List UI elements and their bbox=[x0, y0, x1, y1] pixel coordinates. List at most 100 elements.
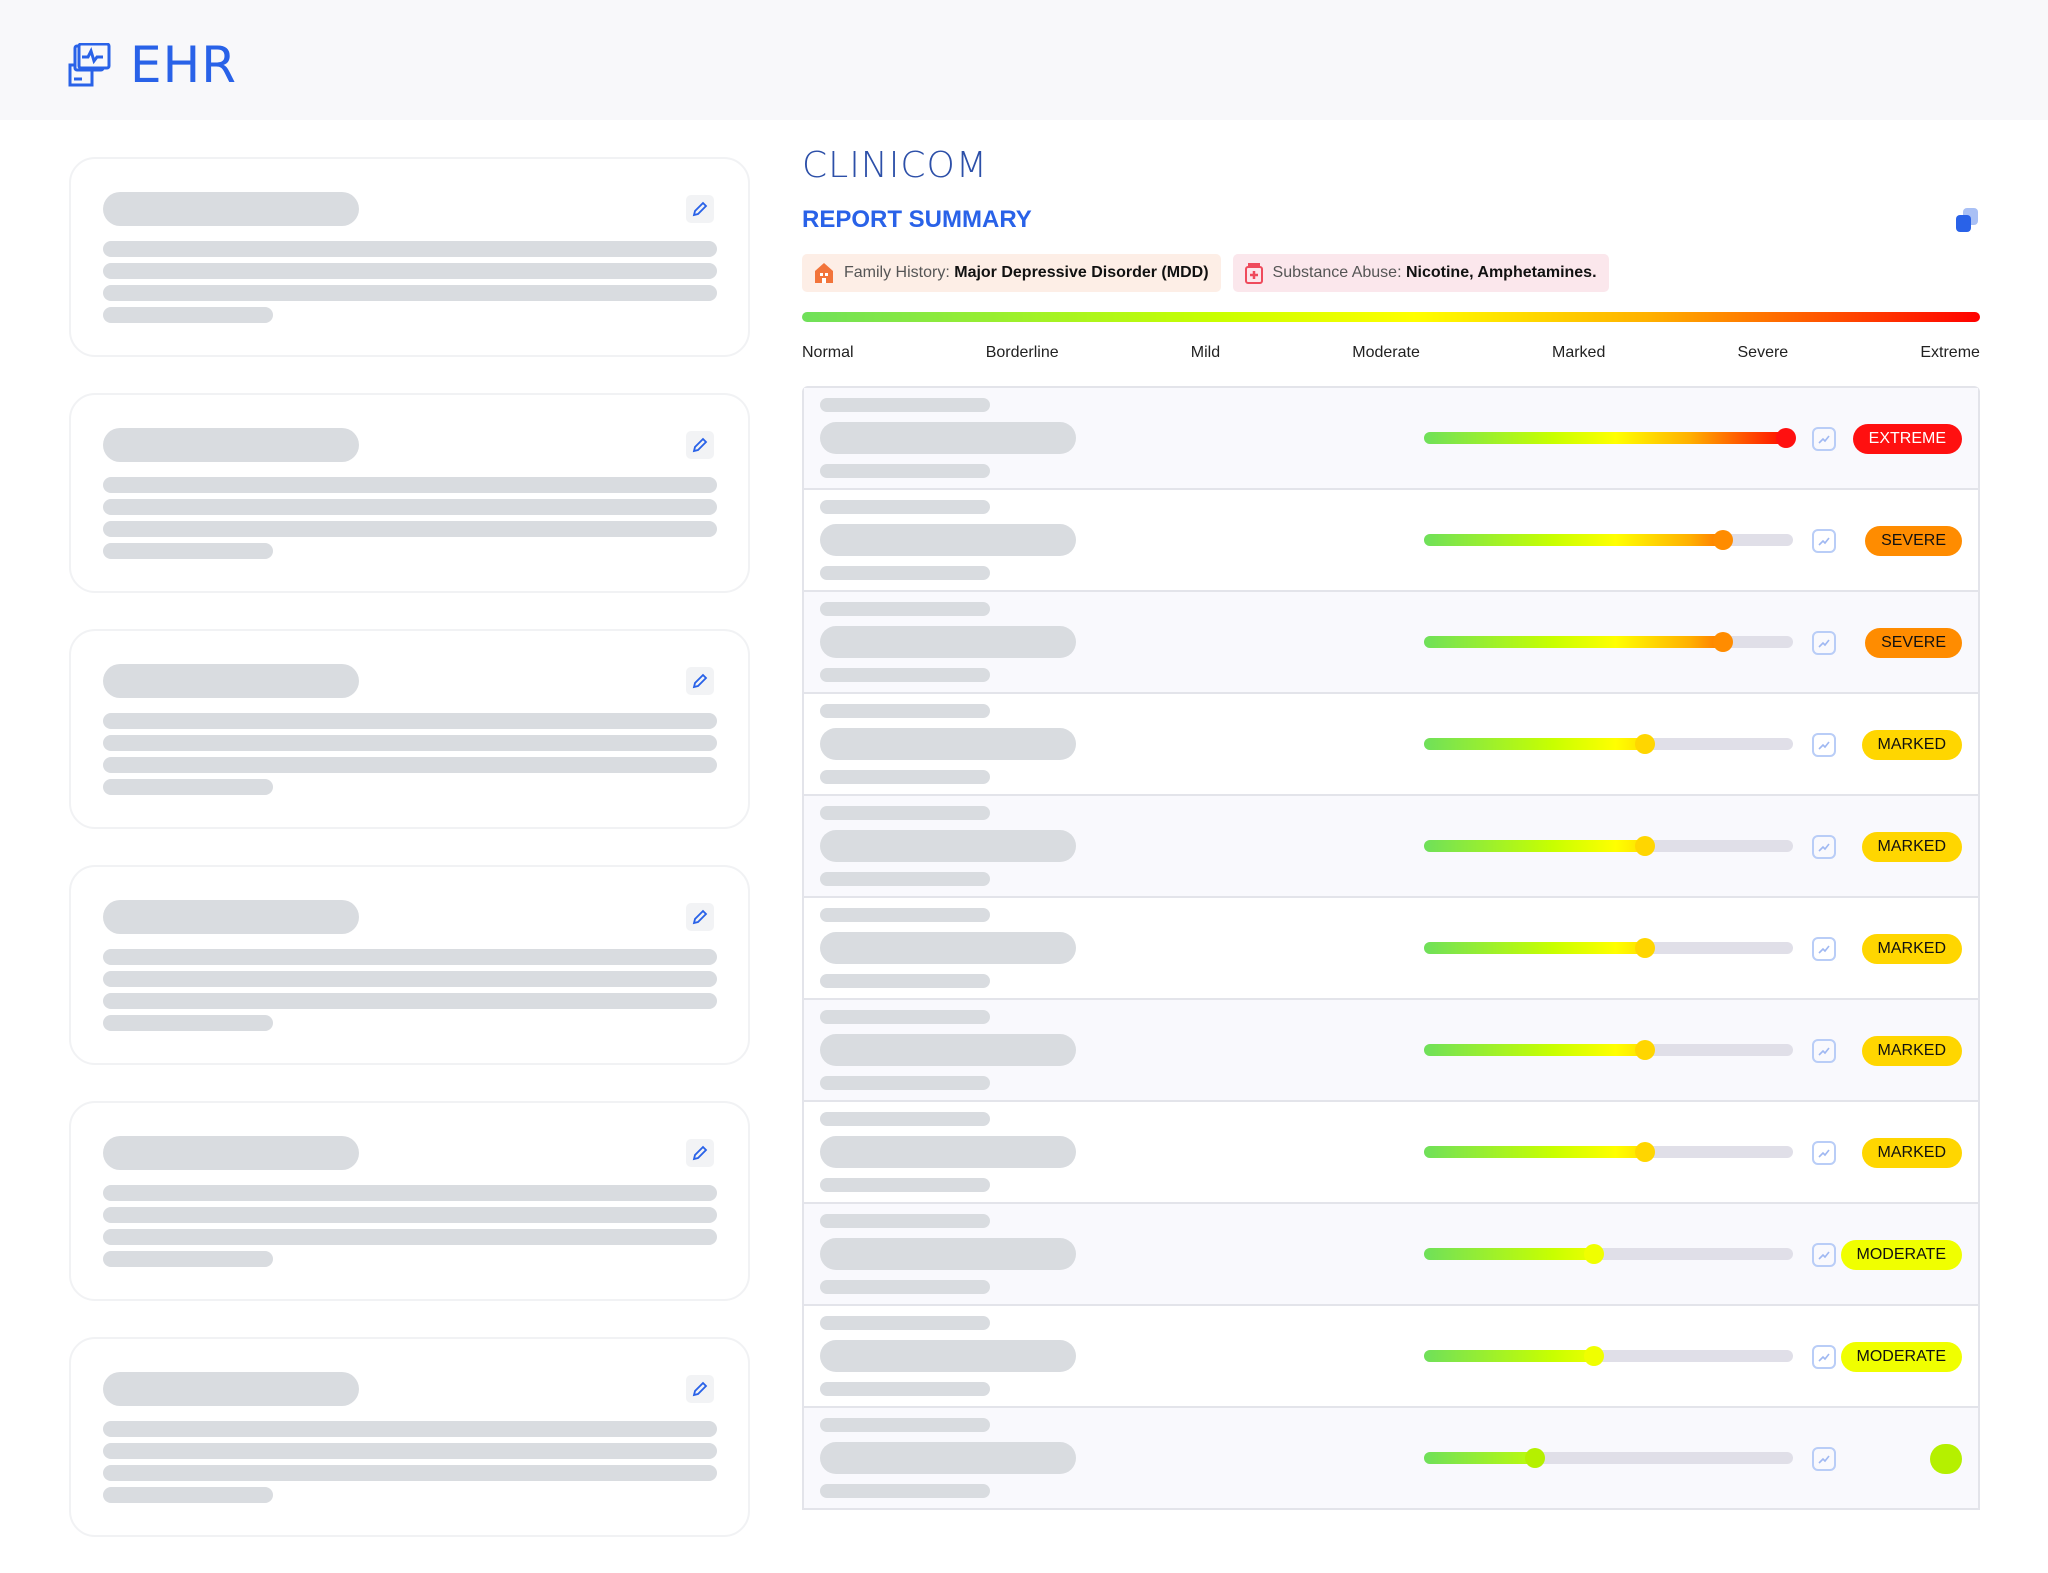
medicine-bottle-icon bbox=[1244, 263, 1263, 284]
copy-icon[interactable] bbox=[1954, 207, 1980, 233]
skeleton-name bbox=[820, 1442, 1076, 1474]
trend-button[interactable] bbox=[1812, 937, 1836, 961]
record-card bbox=[69, 629, 750, 829]
severity-fill bbox=[1424, 1350, 1594, 1362]
table-row bbox=[804, 1408, 1978, 1510]
severity-slider bbox=[1424, 938, 1793, 958]
skeleton-title bbox=[103, 1372, 359, 1406]
skeleton-name bbox=[820, 626, 1076, 658]
severity-fill bbox=[1424, 1044, 1646, 1056]
skeleton-label bbox=[820, 704, 990, 718]
trend-button[interactable] bbox=[1812, 1345, 1836, 1369]
severity-table: EXTREME SEVERE SEVERE MARKED MARKED MARKED MAR… bbox=[802, 386, 1980, 1510]
pencil-icon bbox=[692, 1145, 708, 1161]
trend-button[interactable] bbox=[1812, 1141, 1836, 1165]
severity-scale-labels: Normal Borderline Mild Moderate Marked Severe… bbox=[802, 344, 1980, 364]
table-row: MODERATE bbox=[804, 1306, 1978, 1408]
severity-slider bbox=[1424, 734, 1793, 754]
app-header: EHR bbox=[0, 0, 2048, 120]
scale-label: Normal bbox=[802, 344, 854, 361]
skeleton-line bbox=[103, 757, 717, 773]
record-card bbox=[69, 865, 750, 1065]
family-history-label: Family History: bbox=[844, 264, 950, 281]
severity-badge: MARKED bbox=[1861, 934, 1962, 964]
severity-knob bbox=[1635, 1142, 1656, 1162]
trend-button[interactable] bbox=[1812, 427, 1836, 451]
severity-badge: EXTREME bbox=[1852, 424, 1962, 454]
skeleton-label bbox=[820, 602, 990, 616]
pencil-icon bbox=[692, 673, 708, 689]
skeleton-line bbox=[103, 1229, 717, 1245]
skeleton-line bbox=[103, 1465, 717, 1481]
report-title: REPORT SUMMARY bbox=[802, 206, 1032, 233]
skeleton-line bbox=[103, 1015, 273, 1031]
trend-button[interactable] bbox=[1812, 631, 1836, 655]
skeleton-name bbox=[820, 728, 1076, 760]
severity-badge: MARKED bbox=[1861, 730, 1962, 760]
skeleton-title bbox=[103, 192, 359, 226]
severity-knob bbox=[1635, 938, 1656, 958]
severity-badge: SEVERE bbox=[1865, 628, 1962, 658]
table-row: MARKED bbox=[804, 1000, 1978, 1102]
skeleton-name bbox=[820, 524, 1076, 556]
severity-fill bbox=[1424, 738, 1646, 750]
trend-button[interactable] bbox=[1812, 835, 1836, 859]
family-history-value: Major Depressive Disorder (MDD) bbox=[954, 264, 1209, 281]
severity-knob bbox=[1524, 1448, 1545, 1468]
skeleton-label bbox=[820, 1316, 990, 1330]
report-panel: CLINICOM REPORT SUMMARY Family History: … bbox=[802, 140, 1980, 1510]
skeleton-line bbox=[103, 477, 717, 493]
skeleton-line bbox=[103, 971, 717, 987]
severity-knob bbox=[1712, 530, 1733, 550]
skeleton-line bbox=[103, 1421, 717, 1437]
skeleton-sub bbox=[820, 1484, 990, 1498]
skeleton-line bbox=[103, 1251, 273, 1267]
severity-slider bbox=[1424, 428, 1796, 448]
app-logo[interactable]: EHR bbox=[68, 36, 237, 94]
skeleton-line bbox=[103, 1487, 273, 1503]
ehr-monitor-icon bbox=[68, 43, 111, 87]
severity-slider bbox=[1424, 1448, 1793, 1468]
trend-button[interactable] bbox=[1812, 1447, 1836, 1471]
severity-badge: MARKED bbox=[1861, 1138, 1962, 1168]
record-card bbox=[69, 393, 750, 593]
trend-icon bbox=[1818, 639, 1830, 648]
skeleton-name bbox=[820, 1238, 1076, 1270]
trend-icon bbox=[1818, 1149, 1830, 1158]
skeleton-line bbox=[103, 499, 717, 515]
severity-badge: MODERATE bbox=[1840, 1342, 1962, 1372]
severity-badge: SEVERE bbox=[1865, 526, 1962, 556]
family-history-chip: Family History: Major Depressive Disorde… bbox=[802, 254, 1221, 292]
trend-icon bbox=[1818, 1251, 1830, 1260]
skeleton-line bbox=[103, 241, 717, 257]
scale-label: Borderline bbox=[985, 344, 1059, 361]
edit-button[interactable] bbox=[686, 431, 714, 459]
skeleton-sub bbox=[820, 668, 990, 682]
trend-button[interactable] bbox=[1812, 1039, 1836, 1063]
edit-button[interactable] bbox=[686, 903, 714, 931]
severity-badge: MARKED bbox=[1861, 832, 1962, 862]
edit-button[interactable] bbox=[686, 1375, 714, 1403]
edit-button[interactable] bbox=[686, 1139, 714, 1167]
severity-knob bbox=[1635, 836, 1656, 856]
skeleton-sub bbox=[820, 566, 990, 580]
skeleton-name bbox=[820, 422, 1076, 454]
severity-slider bbox=[1424, 632, 1793, 652]
skeleton-title bbox=[103, 900, 359, 934]
substance-abuse-value: Nicotine, Amphetamines. bbox=[1405, 264, 1597, 281]
skeleton-label bbox=[820, 1112, 990, 1126]
edit-button[interactable] bbox=[686, 195, 714, 223]
severity-fill bbox=[1424, 840, 1646, 852]
table-row: SEVERE bbox=[804, 490, 1978, 592]
severity-badge: MODERATE bbox=[1840, 1240, 1962, 1270]
trend-button[interactable] bbox=[1812, 529, 1836, 553]
trend-icon bbox=[1818, 843, 1830, 852]
trend-icon bbox=[1818, 537, 1830, 546]
record-cards-column bbox=[69, 157, 750, 1573]
trend-button[interactable] bbox=[1812, 1243, 1836, 1267]
table-row: MODERATE bbox=[804, 1204, 1978, 1306]
edit-button[interactable] bbox=[686, 667, 714, 695]
trend-button[interactable] bbox=[1812, 733, 1836, 757]
house-icon bbox=[815, 263, 833, 283]
scale-label: Marked bbox=[1552, 344, 1606, 361]
